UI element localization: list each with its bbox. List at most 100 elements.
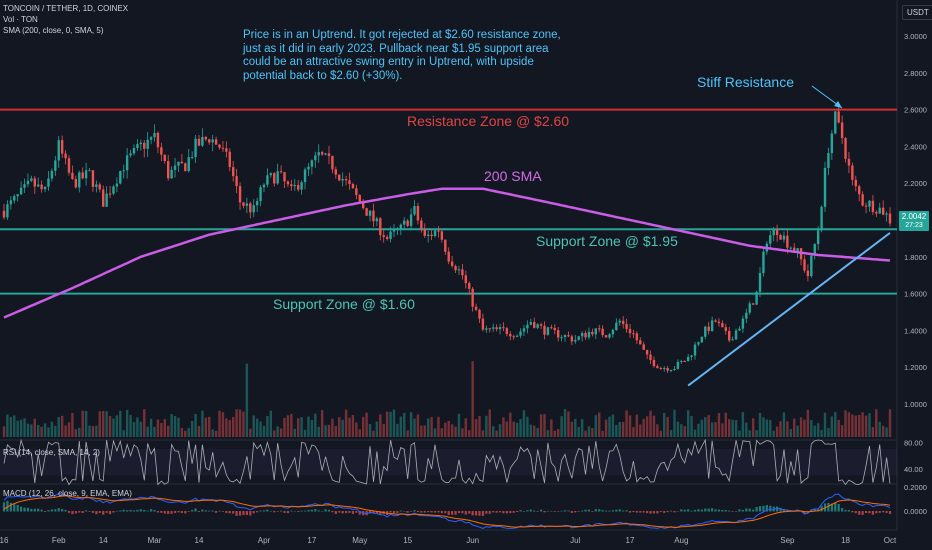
macd-histogram-bar (303, 510, 307, 512)
volume-bar (868, 413, 871, 437)
candle-body (844, 138, 847, 159)
time-tick-label: 17 (307, 536, 316, 545)
volume-bar (392, 409, 396, 437)
candle-body (505, 328, 509, 335)
macd-histogram-bar (146, 510, 149, 512)
volume-bar (485, 415, 488, 437)
volume-bar (543, 414, 546, 437)
candle-body (717, 321, 721, 324)
macd-histogram-bar (587, 509, 591, 512)
candle-body (327, 153, 331, 156)
macd-histogram-bar (444, 511, 447, 514)
macd-histogram-bar (700, 509, 703, 512)
candle-body (464, 275, 468, 284)
volume-bar (355, 422, 358, 437)
volume-bar (710, 422, 714, 437)
price-tick-label: 2.8000 (904, 69, 927, 78)
stiff-resistance-label: Stiff Resistance (697, 74, 795, 90)
volume-bar (43, 423, 47, 437)
price-tick-label: 1.6000 (904, 290, 927, 299)
candle-body (485, 328, 488, 330)
volume-bar (796, 425, 799, 437)
candle-body (731, 339, 734, 341)
volume-bar (775, 426, 779, 437)
macd-histogram-bar (601, 510, 604, 512)
volume-bar (522, 410, 526, 437)
volume-bar (505, 421, 509, 437)
macd-histogram-bar (748, 508, 751, 512)
candle-body (673, 368, 676, 371)
volume-bar (108, 416, 112, 437)
macd-histogram-bar (604, 510, 608, 512)
candle-body (385, 236, 389, 239)
macd-histogram-bar (211, 510, 214, 512)
volume-bar (854, 415, 857, 437)
candle-body (721, 323, 724, 328)
volume-bar (834, 412, 837, 437)
macd-histogram-bar (98, 511, 101, 513)
macd-histogram-bar (481, 511, 485, 516)
macd-histogram-bar (635, 511, 638, 513)
volume-bar (16, 420, 19, 437)
volume-bar (91, 425, 95, 437)
candle-body (645, 349, 649, 355)
macd-histogram-bar (16, 504, 19, 512)
volume-bar (799, 417, 803, 437)
macd-histogram-bar (714, 509, 717, 512)
macd-histogram-bar (430, 511, 433, 513)
volume-bar (495, 430, 498, 437)
candle-body (139, 142, 143, 145)
volume-bar (447, 420, 450, 437)
candle-body (580, 332, 584, 337)
macd-histogram-bar (2, 502, 6, 512)
volume-bar (615, 424, 618, 437)
candle-body (502, 327, 505, 329)
macd-histogram-bar (803, 511, 806, 515)
macd-histogram-bar (406, 511, 409, 513)
candle-body (334, 169, 338, 175)
macd-histogram-bar (256, 511, 259, 513)
macd-histogram-bar (851, 511, 854, 513)
currency-badge[interactable]: USDT (902, 5, 932, 20)
macd-histogram-bar (615, 509, 618, 512)
macd-histogram-bar (553, 511, 556, 512)
volume-bar (724, 412, 727, 437)
macd-histogram-bar (728, 510, 731, 512)
candle-body (382, 235, 385, 237)
volume-bar (601, 430, 604, 437)
candle-body (338, 174, 341, 181)
price-tick-label: 1.0000 (904, 400, 927, 409)
macd-histogram-bar (820, 505, 823, 512)
candle-body (60, 140, 64, 154)
candle-body (228, 151, 231, 168)
volume-bar (249, 428, 252, 437)
candle-body (143, 142, 146, 149)
macd-histogram-bar (317, 510, 320, 512)
candle-body (112, 186, 115, 194)
candle-body (348, 180, 351, 185)
volume-bar (635, 414, 639, 437)
macd-histogram-bar (813, 508, 816, 512)
candle-body (30, 178, 33, 181)
candle-body (885, 213, 888, 215)
volume-bar (864, 415, 868, 437)
candle-body (875, 211, 878, 214)
volume-bar (529, 424, 533, 437)
volume-bar (259, 421, 262, 437)
volume-bar (187, 428, 190, 437)
macd-histogram-bar (837, 504, 840, 512)
candle-body (389, 231, 392, 239)
candle-body (310, 160, 314, 167)
volume-bar (844, 410, 847, 437)
candle-body (820, 206, 823, 231)
macd-histogram-bar (827, 502, 830, 512)
volume-bar (618, 422, 621, 437)
time-tick-label: Jun (466, 536, 479, 545)
volume-bar (177, 417, 180, 437)
time-tick-label: Jul (570, 536, 580, 545)
volume-bar (491, 426, 495, 437)
volume-bar (847, 412, 851, 437)
volume-bar (430, 417, 433, 437)
macd-histogram-bar (656, 511, 659, 514)
